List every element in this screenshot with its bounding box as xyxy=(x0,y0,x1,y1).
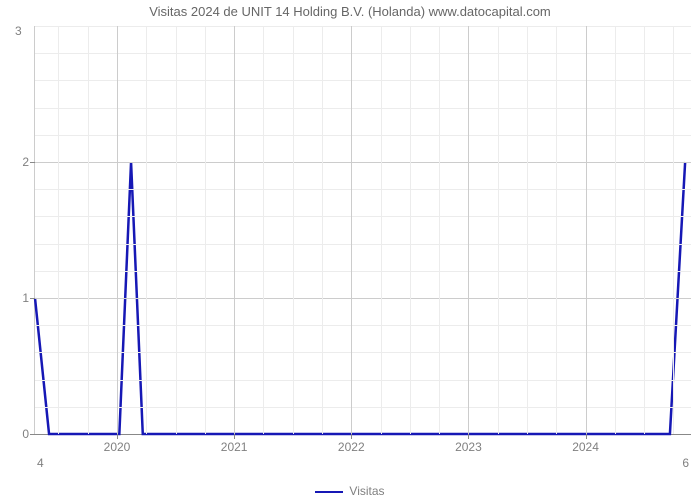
legend-label: Visitas xyxy=(349,484,384,498)
grid-line-x-minor xyxy=(410,26,411,434)
grid-line-x-minor xyxy=(322,26,323,434)
y-tick-mark xyxy=(30,434,35,435)
grid-line-x-major xyxy=(117,26,118,434)
y-tick-mark xyxy=(30,162,35,163)
grid-line-x-minor xyxy=(176,26,177,434)
chart-title: Visitas 2024 de UNIT 14 Holding B.V. (Ho… xyxy=(0,4,700,19)
grid-line-x-minor xyxy=(673,26,674,434)
x-tick-mark xyxy=(586,434,587,439)
grid-line-x-major xyxy=(468,26,469,434)
grid-line-y-major xyxy=(35,271,691,272)
grid-line-y-major xyxy=(35,244,691,245)
grid-line-y-minor xyxy=(35,80,691,81)
plot-area: 3 4 6 01220202021202220232024 xyxy=(34,26,691,435)
grid-line-y-minor xyxy=(35,53,691,54)
x-right-extra-label: 6 xyxy=(682,456,689,470)
y-tick-label: 0 xyxy=(22,427,29,441)
legend-swatch xyxy=(315,491,343,493)
grid-line-y-major xyxy=(35,352,691,353)
grid-line-x-minor xyxy=(439,26,440,434)
grid-line-x-minor xyxy=(644,26,645,434)
grid-line-y-major xyxy=(35,380,691,381)
grid-line-x-minor xyxy=(615,26,616,434)
y-top-extra-label: 3 xyxy=(15,24,22,38)
x-tick-label: 2021 xyxy=(221,440,248,454)
grid-line-x-major xyxy=(586,26,587,434)
grid-line-x-minor xyxy=(146,26,147,434)
x-tick-label: 2023 xyxy=(455,440,482,454)
grid-line-x-minor xyxy=(293,26,294,434)
grid-line-x-minor xyxy=(58,26,59,434)
grid-line-x-major xyxy=(234,26,235,434)
x-tick-mark xyxy=(117,434,118,439)
y-tick-mark xyxy=(30,298,35,299)
grid-line-y-major xyxy=(35,325,691,326)
y-tick-label: 1 xyxy=(22,291,29,305)
x-tick-label: 2020 xyxy=(104,440,131,454)
visits-chart: Visitas 2024 de UNIT 14 Holding B.V. (Ho… xyxy=(0,0,700,500)
grid-line-y-major xyxy=(35,108,691,109)
grid-line-x-major xyxy=(351,26,352,434)
x-tick-mark xyxy=(351,434,352,439)
grid-line-x-minor xyxy=(556,26,557,434)
grid-line-y-major xyxy=(35,189,691,190)
grid-line-x-minor xyxy=(263,26,264,434)
grid-line-y-major xyxy=(35,407,691,408)
grid-line-x-minor xyxy=(205,26,206,434)
legend: Visitas xyxy=(0,484,700,498)
grid-line-x-minor xyxy=(381,26,382,434)
grid-line-y-major xyxy=(35,135,691,136)
grid-line-y-major xyxy=(35,162,691,163)
y-tick-label: 2 xyxy=(22,155,29,169)
grid-line-x-minor xyxy=(527,26,528,434)
grid-line-x-minor xyxy=(498,26,499,434)
series-line xyxy=(35,26,691,434)
x-tick-label: 2022 xyxy=(338,440,365,454)
grid-line-y-minor xyxy=(35,26,691,27)
x-tick-mark xyxy=(468,434,469,439)
x-tick-label: 2024 xyxy=(572,440,599,454)
x-tick-mark xyxy=(234,434,235,439)
grid-line-y-major xyxy=(35,298,691,299)
grid-line-x-minor xyxy=(88,26,89,434)
x-left-extra-label: 4 xyxy=(37,456,44,470)
grid-line-y-major xyxy=(35,216,691,217)
